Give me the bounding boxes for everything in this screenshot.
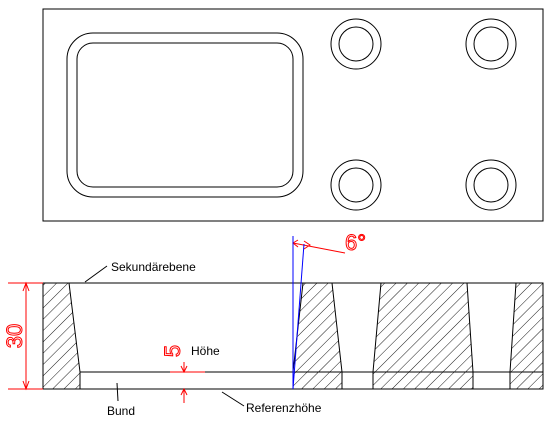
dimension-collar-height-value: 5: [160, 345, 185, 357]
label-height: Höhe: [191, 344, 220, 358]
wall-center-left-hatched: [292, 282, 343, 390]
hole-top-right: [465, 18, 517, 70]
dimension-overall-height-value: 30: [2, 324, 27, 348]
axis-lines: [292, 236, 305, 390]
hole-bottom-right: [465, 159, 517, 211]
section-view: [42, 282, 544, 390]
pocket-inner-contour: [76, 42, 294, 188]
leader-secondary-plane: [84, 265, 108, 283]
dimension-draft-angle: [292, 239, 346, 254]
label-collar: Bund: [107, 404, 135, 418]
leader-collar: [116, 382, 119, 402]
dimension-overall-height: [8, 281, 43, 391]
draft-angle-line: [292, 243, 305, 390]
wall-right-hatched: [509, 282, 544, 390]
wall-center-right-hatched: [372, 282, 474, 390]
dimension-draft-angle-value: 6°: [345, 230, 366, 255]
dimension-collar-height: [170, 362, 205, 403]
annotations: Sekundärebene Höhe Bund Referenzhöhe: [84, 260, 322, 418]
hole-bottom-left: [330, 159, 382, 211]
pocket-outer-contour: [66, 32, 304, 198]
wall-left-hatched: [42, 282, 81, 390]
leader-reference-height: [221, 391, 245, 407]
top-view-outline: [42, 8, 544, 222]
label-secondary-plane: Sekundärebene: [111, 260, 196, 274]
hole-top-left: [330, 18, 382, 70]
label-reference-height: Referenzhöhe: [246, 401, 322, 415]
top-view: [42, 8, 544, 222]
